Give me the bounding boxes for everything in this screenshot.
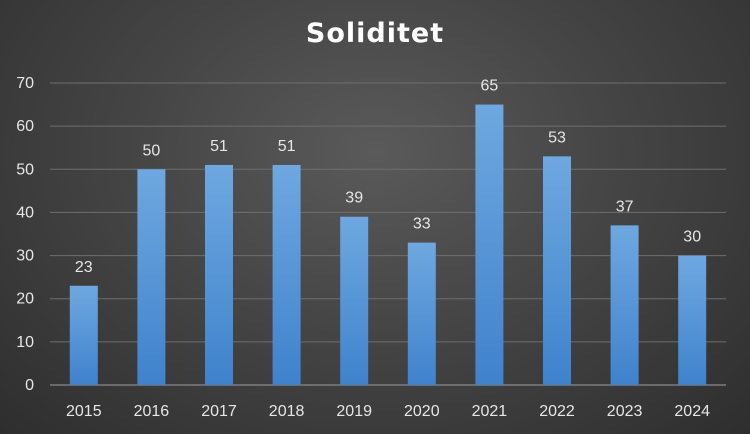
y-tick-label: 20 xyxy=(16,291,34,308)
bar xyxy=(407,242,436,385)
y-tick-label: 0 xyxy=(25,377,34,394)
bar xyxy=(475,104,504,386)
bar xyxy=(137,169,166,385)
x-tick-label: 2018 xyxy=(269,403,305,420)
y-tick-label: 10 xyxy=(16,334,34,351)
data-label: 53 xyxy=(548,129,566,146)
y-tick-label: 40 xyxy=(16,204,34,221)
data-label: 39 xyxy=(345,190,363,207)
data-label: 33 xyxy=(413,216,431,233)
bar xyxy=(678,255,707,385)
x-tick-label: 2021 xyxy=(472,403,508,420)
x-tick-label: 2016 xyxy=(134,403,170,420)
x-tick-label: 2024 xyxy=(674,403,710,420)
data-label: 51 xyxy=(278,138,296,155)
data-label: 50 xyxy=(143,142,161,159)
data-label: 37 xyxy=(616,198,634,215)
bar xyxy=(69,285,98,385)
bar xyxy=(543,156,571,385)
chart-title: Soliditet xyxy=(305,18,445,49)
y-tick-label: 70 xyxy=(16,75,34,92)
y-tick-label: 60 xyxy=(16,118,34,135)
data-label: 30 xyxy=(683,229,701,246)
bar xyxy=(610,225,639,385)
y-tick-label: 50 xyxy=(16,161,34,178)
bar xyxy=(272,164,301,385)
data-label: 65 xyxy=(481,78,499,95)
y-tick-label: 30 xyxy=(16,248,34,265)
x-tick-label: 2017 xyxy=(201,403,237,420)
x-tick-label: 2023 xyxy=(607,403,643,420)
x-tick-label: 2015 xyxy=(66,403,102,420)
x-tick-label: 2019 xyxy=(336,403,372,420)
x-tick-label: 2022 xyxy=(539,403,575,420)
data-label: 23 xyxy=(75,259,93,276)
bar xyxy=(205,164,233,385)
x-tick-label: 2020 xyxy=(404,403,440,420)
bar xyxy=(340,216,369,385)
data-label: 51 xyxy=(210,138,228,155)
